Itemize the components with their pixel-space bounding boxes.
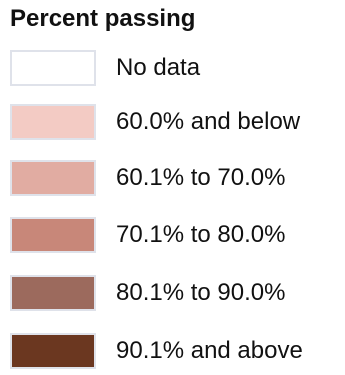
legend-label: 60.1% to 70.0% [116, 164, 286, 191]
legend-item: 90.1% and above [0, 333, 345, 373]
legend-label: 60.0% and below [116, 108, 301, 135]
legend-swatch-60-to-70 [10, 160, 96, 196]
legend-label: 70.1% to 80.0% [116, 221, 286, 248]
legend-swatch-90-and-above [10, 333, 96, 369]
legend-swatch-70-to-80 [10, 217, 96, 253]
legend-item: 80.1% to 90.0% [0, 275, 345, 315]
legend-item: 70.1% to 80.0% [0, 217, 345, 257]
legend-swatch-80-to-90 [10, 275, 96, 311]
legend-label: No data [116, 54, 201, 81]
legend-item: 60.0% and below [0, 104, 345, 144]
legend-swatch-no-data [10, 50, 96, 86]
legend-item: No data [0, 50, 345, 90]
legend-label: 90.1% and above [116, 337, 303, 364]
legend-label: 80.1% to 90.0% [116, 279, 286, 306]
legend-item: 60.1% to 70.0% [0, 160, 345, 200]
legend-swatch-60-and-below [10, 104, 96, 140]
legend-title: Percent passing [10, 5, 196, 32]
